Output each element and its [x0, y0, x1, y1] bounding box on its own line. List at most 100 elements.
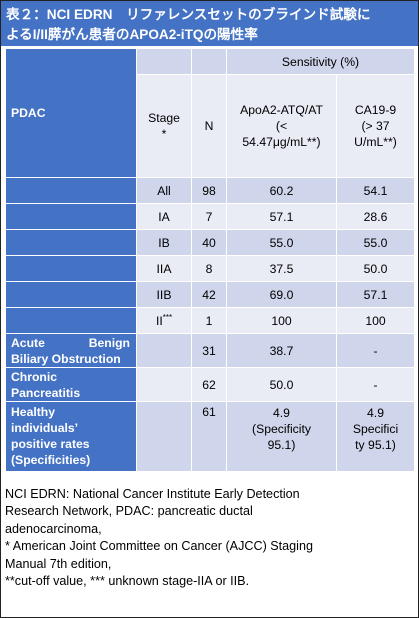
- ca199-cell: 57.1: [335, 281, 416, 308]
- n-cell: 40: [191, 229, 227, 256]
- apoa2-header-line: (<: [275, 119, 288, 133]
- chronic-label: Chronic Pancreatitis: [5, 367, 137, 402]
- row-header-blank: [5, 281, 137, 308]
- table-title: 表２：NCI EDRN リファレンスセットのブラインド試験に よるI/II膵がん…: [1, 1, 418, 46]
- chronic-label-line-1: Chronic: [11, 369, 58, 384]
- stage-header: Stage *: [136, 74, 192, 178]
- benign-label-word: Benign: [88, 335, 130, 350]
- table-row: IIB 42 69.0 57.1: [5, 281, 416, 308]
- apoa2-cell: 4.9 (Specificity 95.1): [226, 401, 337, 472]
- table-row: IB 40 55.0 55.0: [5, 229, 416, 256]
- n-cell: 98: [191, 177, 227, 204]
- apoa2-cell: 37.5: [226, 255, 337, 282]
- stage-sup: ***: [162, 312, 173, 322]
- apoa2-line: 95.1): [267, 438, 296, 452]
- stage-cell: IA: [136, 203, 192, 230]
- n-cell: 61: [191, 401, 227, 472]
- ca199-cell: 54.1: [335, 177, 416, 204]
- benign-label-line-2: Biliary Obstruction: [11, 351, 121, 366]
- row-header-blank: [5, 229, 137, 256]
- sensitivity-table: PDAC Sensitivity (%) Stage * N ApoA2-ATQ/…: [5, 48, 416, 472]
- apoa2-line: 4.9: [273, 406, 290, 420]
- stage-cell: IIA: [136, 255, 192, 282]
- healthy-label: Healthy individuals’ positive rates (Spe…: [5, 401, 137, 472]
- benign-label-word: Acute: [11, 335, 45, 350]
- header-row-1: PDAC Sensitivity (%): [5, 48, 416, 178]
- healthy-label-line: positive rates: [11, 437, 90, 451]
- stage-cell: IIB: [136, 281, 192, 308]
- apoa2-header: ApoA2-ATQ/AT (< 54.47μg/mL**): [226, 74, 337, 178]
- stage-cell: All: [136, 177, 192, 204]
- footnote-line: * American Joint Committee on Cancer (AJ…: [5, 539, 313, 554]
- ca199-cell: -: [335, 333, 416, 368]
- n-cell: 1: [191, 307, 227, 334]
- chronic-label-line-2: Pancreatitis: [11, 385, 81, 400]
- header-row-2: Stage * N ApoA2-ATQ/AT (< 54.47μg/mL**) CA1…: [6, 74, 416, 178]
- ca199-line: ty 95.1): [355, 438, 396, 452]
- footnote-line: adenocarcinoma,: [5, 521, 102, 536]
- table-row-healthy: Healthy individuals’ positive rates (Spe…: [5, 401, 416, 472]
- ca199-header-line: U/mL**): [354, 135, 397, 149]
- row-header-blank: [5, 203, 137, 230]
- ca199-line: 4.9: [367, 406, 384, 420]
- apoa2-header-line: 54.47μg/mL**): [242, 135, 321, 149]
- table-row: All 98 60.2 54.1: [5, 177, 416, 204]
- healthy-label-line: (Specificities): [11, 453, 91, 467]
- healthy-label-line: individuals’: [11, 421, 79, 435]
- row-header-blank: [5, 307, 137, 334]
- n-header: N: [191, 74, 227, 178]
- footnote-line: Manual 7th edition,: [5, 556, 112, 571]
- table-row-benign: Acute Benign Biliary Obstruction 31 38.7 …: [5, 333, 416, 368]
- apoa2-cell: 50.0: [226, 367, 337, 402]
- table-row: IIA 8 37.5 50.0: [5, 255, 416, 282]
- apoa2-cell: 55.0: [226, 229, 337, 256]
- ca199-line: Specifici: [352, 422, 399, 436]
- row-header-blank: [5, 255, 137, 282]
- n-cell: 31: [191, 333, 227, 368]
- footnote-line: NCI EDRN: National Cancer Institute Earl…: [5, 487, 300, 501]
- ca199-cell: 50.0: [335, 255, 416, 282]
- pdac-header-cell: PDAC: [5, 48, 137, 178]
- blank-header-cell: [191, 48, 227, 75]
- n-cell: 42: [191, 281, 227, 308]
- apoa2-cell: 38.7: [226, 333, 337, 368]
- footnotes: NCI EDRN: National Cancer Institute Earl…: [5, 486, 417, 590]
- blank-stage-cell: [136, 367, 192, 402]
- title-line-2: よるI/II膵がん患者のAPOA2-iTQの陽性率: [6, 27, 258, 42]
- apoa2-line: (Specificity: [252, 422, 311, 436]
- table-row: IA 7 57.1 28.6: [5, 203, 416, 230]
- row-header-blank: [5, 177, 137, 204]
- healthy-label-line: Healthy: [11, 405, 56, 419]
- stage-header-mark: *: [161, 127, 167, 141]
- ca199-cell: 100: [335, 307, 416, 334]
- ca199-cell: 28.6: [335, 203, 416, 230]
- pdac-label: PDAC: [11, 106, 46, 120]
- table-row: II*** 1 100 100: [5, 307, 416, 334]
- footnote-line: Research Network, PDAC: pancreatic ducta…: [5, 504, 253, 519]
- ca199-header-line: (> 37: [361, 119, 390, 133]
- title-line-1: 表２：NCI EDRN リファレンスセットのブラインド試験に: [6, 7, 371, 22]
- n-cell: 7: [191, 203, 227, 230]
- ca199-header-line: CA19-9: [354, 103, 397, 117]
- apoa2-cell: 57.1: [226, 203, 337, 230]
- apoa2-cell: 60.2: [226, 177, 337, 204]
- blank-header-cell: [136, 48, 192, 75]
- table-row-chronic: Chronic Pancreatitis 62 50.0 -: [5, 367, 416, 402]
- sensitivity-header: Sensitivity (%): [225, 48, 416, 75]
- benign-label-line-1: Acute Benign: [11, 335, 136, 351]
- ca199-header: CA19-9 (> 37 U/mL**): [335, 74, 416, 178]
- ca199-cell: -: [335, 367, 416, 402]
- ca199-cell: 55.0: [335, 229, 416, 256]
- stage-text: II: [155, 314, 163, 329]
- stage-cell: II***: [136, 307, 192, 334]
- blank-stage-cell: [136, 333, 192, 368]
- benign-label: Acute Benign Biliary Obstruction: [5, 333, 137, 368]
- apoa2-header-line: ApoA2-ATQ/AT: [240, 103, 323, 117]
- stage-cell: IB: [136, 229, 192, 256]
- ca199-cell: 4.9 Specifici ty 95.1): [335, 401, 416, 472]
- stage-header-text: Stage: [148, 111, 180, 125]
- n-cell: 62: [191, 367, 227, 402]
- apoa2-cell: 100: [226, 307, 337, 334]
- footnote-line: **cut-off value, *** unknown stage-IIA o…: [5, 574, 250, 589]
